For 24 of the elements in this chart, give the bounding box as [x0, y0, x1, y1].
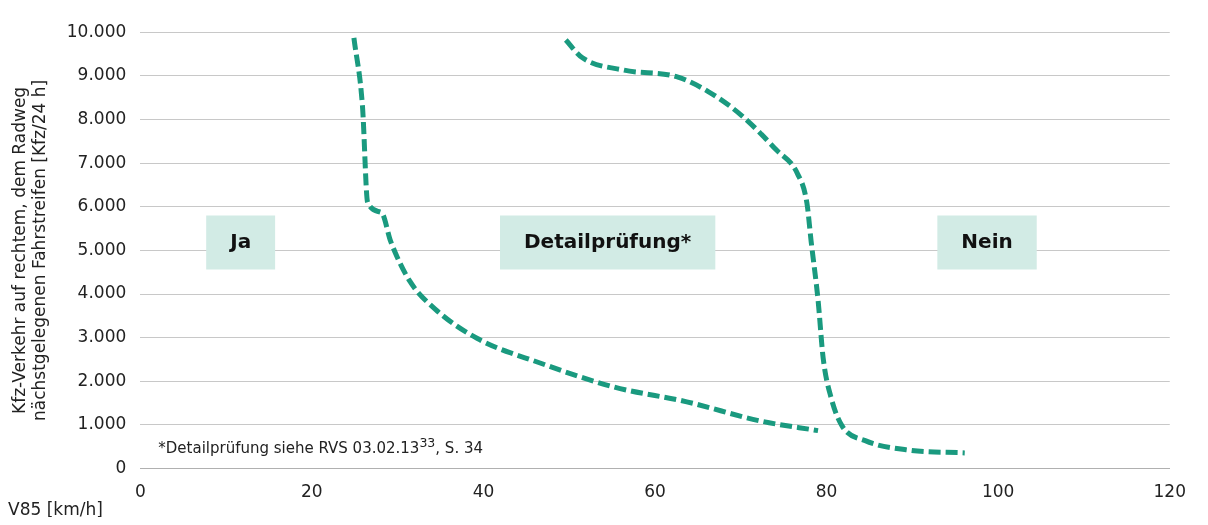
annotation: Detailprüfung*: [524, 228, 692, 253]
x-tick-label: 100: [981, 481, 1015, 502]
annotation: Ja: [228, 228, 252, 253]
y-tick-label: 10.000: [66, 20, 127, 41]
y-tick-label: 5.000: [77, 238, 127, 259]
annotation: Nein: [961, 228, 1013, 253]
y-axis-title: Kfz-Verkehr auf rechtem, dem Radweg nächstgelegenen Fahrstreifen [Kfz/24 h]: [8, 79, 50, 421]
y-tick-label: 6.000: [77, 195, 127, 216]
x-tick-label: 80: [815, 481, 838, 502]
y-tick-label: 4.000: [77, 282, 127, 303]
x-tick-label: 0: [134, 481, 146, 502]
x-tick-label: 40: [472, 481, 495, 502]
x-axis-title: V85 [km/h]: [8, 499, 103, 520]
x-tick-label: 60: [644, 481, 666, 502]
y-tick-label: 7.000: [77, 151, 127, 172]
y-tick-label: 0: [115, 457, 127, 478]
y-tick-label: 1.000: [77, 413, 127, 434]
annotation: *Detailprüfung siehe RVS 03.02.13$^{33}$, S. 34: [158, 434, 484, 457]
y-tick-label: 2.000: [77, 369, 127, 390]
x-tick-label: 120: [1153, 481, 1186, 502]
y-tick-label: 8.000: [77, 107, 127, 128]
x-tick-label: 20: [301, 481, 323, 502]
y-tick-label: 9.000: [77, 64, 127, 85]
y-tick-label: 3.000: [77, 326, 127, 347]
